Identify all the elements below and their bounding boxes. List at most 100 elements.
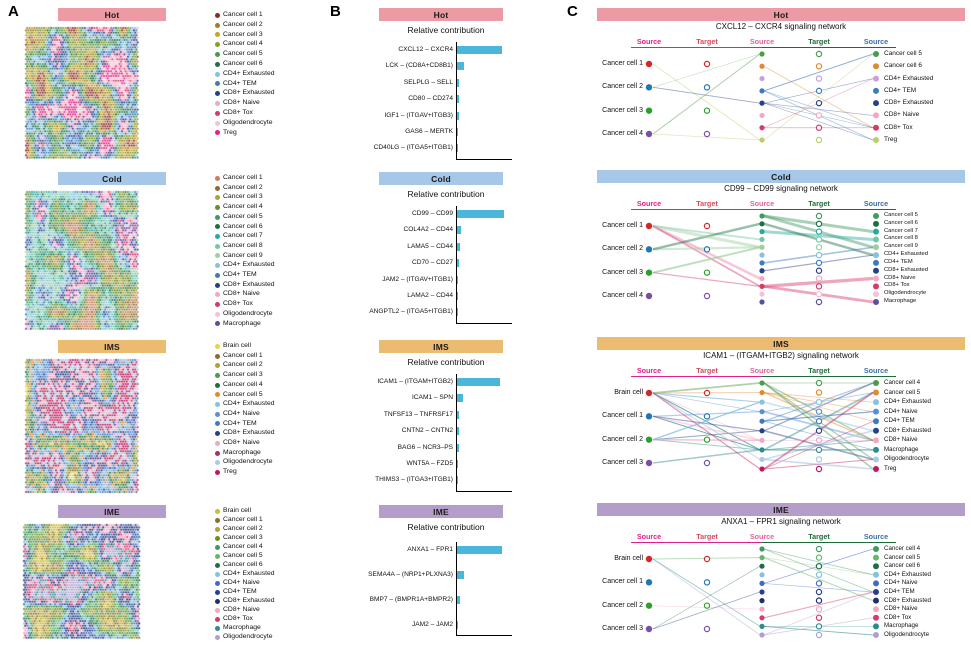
network-right-label: Cancer cell 6 bbox=[884, 62, 922, 70]
source-node-dot bbox=[759, 589, 765, 595]
source-node-dot bbox=[759, 456, 765, 463]
network-left-label: Cancer cell 1 bbox=[602, 578, 643, 586]
network-right-label: CD4+ Exhausted bbox=[884, 570, 931, 578]
legend-dot-icon bbox=[215, 571, 220, 577]
legend-label: Macrophage bbox=[223, 319, 261, 327]
source-node-dot bbox=[873, 267, 879, 274]
legend-dot-icon bbox=[215, 421, 220, 427]
legend-label: Treg bbox=[223, 468, 237, 476]
bar bbox=[457, 621, 459, 629]
bar-label: CD70 – CD27 bbox=[411, 259, 453, 267]
source-node-dot bbox=[759, 236, 765, 243]
column-header: Target bbox=[696, 37, 718, 46]
source-node-dot bbox=[873, 100, 879, 107]
bar bbox=[457, 427, 459, 436]
signaling-link bbox=[652, 246, 761, 274]
network-title: CD99 – CD99 signaling network bbox=[724, 184, 838, 193]
signaling-link bbox=[652, 558, 761, 627]
source-node-dot bbox=[759, 623, 765, 629]
network-right-label: Cancer cell 5 bbox=[884, 50, 922, 57]
bar-label: ICAM1 – SPN bbox=[411, 394, 453, 402]
signaling-link bbox=[763, 458, 874, 470]
signaling-link bbox=[763, 583, 874, 593]
target-node-ring bbox=[815, 298, 823, 306]
network-right-label: Cancer cell 6 bbox=[884, 562, 921, 570]
column-header: Target bbox=[808, 37, 830, 46]
bar-label: THIMS3 – (ITGA3+ITGB1) bbox=[375, 476, 453, 484]
network-right-label: CD8+ Naive bbox=[884, 436, 918, 444]
spatial-plot-hot bbox=[24, 26, 140, 160]
legend-label: CD8+ Naive bbox=[223, 439, 260, 446]
column-header: Target bbox=[696, 366, 718, 375]
network-left-label: Cancer cell 3 bbox=[602, 106, 643, 114]
signaling-link bbox=[763, 90, 874, 129]
network-left-label: Cancer cell 3 bbox=[602, 459, 643, 466]
target-node-ring bbox=[703, 60, 711, 68]
legend-item: Cancer cell 1 bbox=[215, 11, 263, 19]
target-node-ring bbox=[815, 212, 823, 220]
legend-item: CD8+ Tox bbox=[215, 615, 253, 623]
signaling-link bbox=[763, 429, 874, 461]
source-node-dot bbox=[645, 222, 653, 230]
legend-item: Oligodendrocyte bbox=[215, 459, 273, 466]
bar bbox=[457, 210, 504, 218]
bar bbox=[457, 275, 459, 284]
legend-label: CD8+ Tox bbox=[223, 109, 253, 116]
target-node-ring bbox=[703, 436, 711, 443]
bar bbox=[457, 128, 459, 136]
legend-item: Cancer cell 4 bbox=[215, 543, 263, 551]
source-node-dot bbox=[759, 299, 765, 305]
source-node-dot bbox=[873, 220, 879, 227]
legend-item: CD8+ Naive bbox=[215, 99, 260, 107]
legend-label: Cancer cell 4 bbox=[223, 380, 263, 388]
target-node-ring bbox=[703, 625, 711, 633]
chart-axis bbox=[456, 42, 512, 160]
legend-dot-icon bbox=[215, 526, 220, 532]
legend-item: Cancer cell 5 bbox=[215, 391, 263, 399]
legend-label: Cancer cell 3 bbox=[223, 30, 263, 38]
source-node-dot bbox=[759, 437, 765, 443]
tissue-band-hot: Hot bbox=[597, 8, 965, 21]
bar bbox=[457, 46, 502, 54]
signaling-link bbox=[652, 86, 761, 104]
bar-chart-section-ims: IMS Relative contribution ICAM1 – (ITGAM+I… bbox=[333, 340, 559, 500]
legend-item: Cancer cell 1 bbox=[215, 516, 263, 524]
legend-dot-icon bbox=[215, 402, 220, 408]
source-node-dot bbox=[873, 563, 879, 570]
target-node-ring bbox=[815, 251, 823, 259]
tissue-band-ime: IME bbox=[58, 505, 166, 518]
source-node-dot bbox=[759, 606, 765, 612]
legend-dot-icon bbox=[215, 431, 220, 437]
signaling-link bbox=[763, 53, 874, 141]
legend-label: CD4+ Exhausted bbox=[223, 261, 275, 269]
legend-item: Cancer cell 2 bbox=[215, 184, 263, 192]
signaling-link bbox=[763, 557, 874, 602]
network-right-label: CD4+ TEM bbox=[884, 258, 913, 265]
tissue-band-hot: Hot bbox=[58, 8, 166, 21]
source-node-dot bbox=[759, 615, 765, 621]
network-right-label: CD8+ Naive bbox=[884, 605, 918, 613]
signaling-link bbox=[652, 565, 761, 630]
source-node-dot bbox=[759, 213, 765, 219]
signaling-link bbox=[652, 392, 761, 403]
bar bbox=[457, 292, 459, 300]
target-node-ring bbox=[815, 563, 823, 570]
signaling-link bbox=[763, 382, 874, 470]
signaling-link bbox=[652, 439, 761, 451]
network-left-label: Cancer cell 3 bbox=[602, 268, 643, 276]
legend-dot-icon bbox=[215, 12, 220, 18]
source-node-dot bbox=[759, 221, 765, 227]
source-node-dot bbox=[759, 632, 765, 638]
signaling-link bbox=[652, 392, 761, 460]
legend-item: CD4+ Naive bbox=[215, 410, 260, 418]
target-node-ring bbox=[703, 555, 711, 563]
source-node-dot bbox=[645, 269, 653, 276]
source-node-dot bbox=[759, 563, 765, 569]
legend-dot-icon bbox=[215, 508, 220, 514]
source-node-dot bbox=[645, 555, 653, 563]
spatial-plot-ime bbox=[22, 523, 142, 641]
legend-dot-icon bbox=[215, 392, 220, 398]
legend-dot-icon bbox=[215, 363, 220, 369]
signaling-link bbox=[652, 415, 761, 432]
bar bbox=[457, 476, 458, 485]
